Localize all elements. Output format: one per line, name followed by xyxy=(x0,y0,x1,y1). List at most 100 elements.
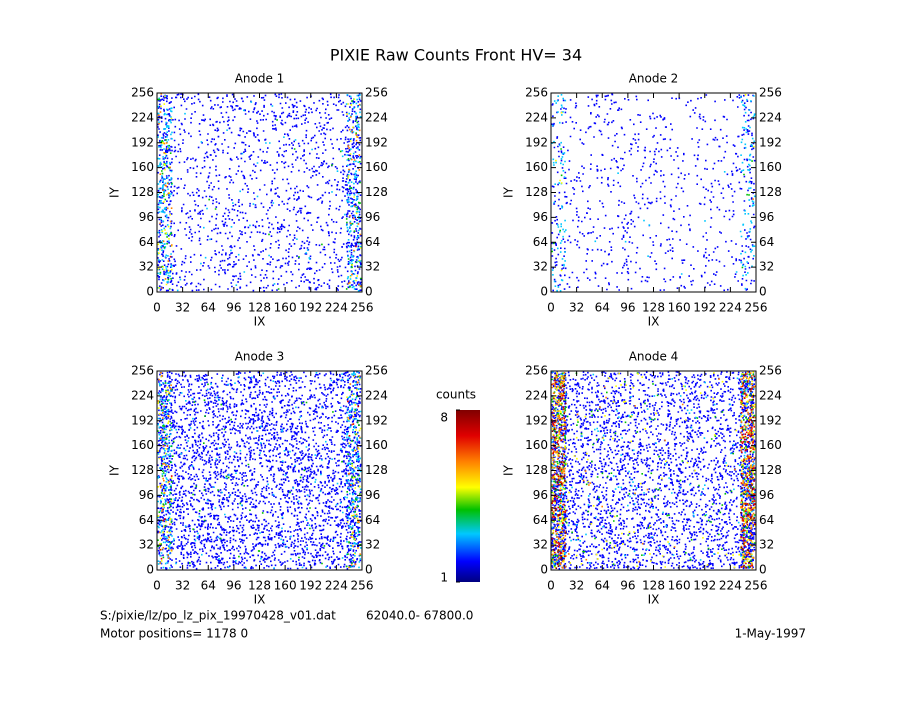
y2-tick-label: 96 xyxy=(759,488,774,502)
colorbar-tick-label: 1 xyxy=(440,571,448,585)
x-axis-label: IX xyxy=(648,593,660,607)
y-tick-label: 224 xyxy=(525,388,548,402)
pixel-texture xyxy=(157,93,362,292)
plot-frame xyxy=(550,92,757,293)
x-tick-label: 0 xyxy=(153,579,161,593)
y2-tick-label: 224 xyxy=(365,110,388,124)
y2-tick-label: 0 xyxy=(759,563,767,577)
y-tick-label: 128 xyxy=(525,463,548,477)
y-tick-label: 96 xyxy=(533,210,548,224)
pixel-texture xyxy=(158,93,362,289)
y2-tick-label: 96 xyxy=(759,210,774,224)
y-tick-label: 32 xyxy=(139,538,154,552)
pixel-texture xyxy=(157,95,362,289)
y-tick-label: 224 xyxy=(525,110,548,124)
x-tick-label: 96 xyxy=(226,579,241,593)
x-axis-label: IX xyxy=(648,315,660,329)
y-axis-label: IY xyxy=(108,186,122,198)
y-tick-label: 192 xyxy=(525,413,548,427)
y2-tick-label: 128 xyxy=(759,185,782,199)
pixel-texture xyxy=(555,94,755,272)
x-tick-label: 128 xyxy=(642,301,665,315)
y-tick-label: 160 xyxy=(131,160,154,174)
pixel-texture xyxy=(157,94,362,292)
y-tick-label: 256 xyxy=(131,86,154,100)
y2-tick-label: 160 xyxy=(365,160,388,174)
colorbar xyxy=(456,410,480,582)
y2-tick-label: 192 xyxy=(365,135,388,149)
pixel-texture xyxy=(752,198,754,200)
x-axis-label: IX xyxy=(254,315,266,329)
x-tick-label: 256 xyxy=(745,579,768,593)
y-tick-label: 160 xyxy=(525,160,548,174)
x-tick-label: 32 xyxy=(175,301,190,315)
footer-date: 1-May-1997 xyxy=(735,627,806,641)
y2-tick-label: 256 xyxy=(759,86,782,100)
x-tick-label: 224 xyxy=(325,579,348,593)
y2-tick-label: 32 xyxy=(365,260,380,274)
x-tick-label: 160 xyxy=(274,301,297,315)
x-tick-label: 224 xyxy=(325,301,348,315)
y2-tick-label: 224 xyxy=(365,388,388,402)
y2-tick-label: 192 xyxy=(365,413,388,427)
x-tick-label: 96 xyxy=(620,301,635,315)
y2-tick-label: 64 xyxy=(759,513,774,527)
x-tick-label: 0 xyxy=(547,579,555,593)
y-tick-label: 256 xyxy=(131,364,154,378)
colorbar-label: counts xyxy=(436,388,476,402)
y-tick-label: 256 xyxy=(525,86,548,100)
panel-title: Anode 3 xyxy=(235,350,285,364)
y-tick-label: 32 xyxy=(139,260,154,274)
y-tick-label: 96 xyxy=(139,488,154,502)
y2-tick-label: 0 xyxy=(759,285,767,299)
y-tick-label: 256 xyxy=(525,364,548,378)
figure-title: PIXIE Raw Counts Front HV= 34 xyxy=(330,46,582,65)
y-tick-label: 64 xyxy=(533,235,548,249)
y2-tick-label: 160 xyxy=(759,160,782,174)
x-tick-label: 128 xyxy=(248,301,271,315)
x-tick-label: 224 xyxy=(719,301,742,315)
y2-tick-label: 224 xyxy=(759,110,782,124)
y2-tick-label: 160 xyxy=(759,438,782,452)
y-tick-label: 0 xyxy=(540,285,548,299)
panel-title: Anode 1 xyxy=(235,72,285,86)
y2-tick-label: 256 xyxy=(365,364,388,378)
y-tick-label: 96 xyxy=(533,488,548,502)
y-tick-label: 128 xyxy=(131,185,154,199)
y-tick-label: 128 xyxy=(525,185,548,199)
panel-title: Anode 2 xyxy=(629,72,679,86)
x-tick-label: 64 xyxy=(595,301,610,315)
y-tick-label: 128 xyxy=(131,463,154,477)
y-tick-label: 32 xyxy=(533,260,548,274)
y2-tick-label: 32 xyxy=(759,260,774,274)
footer-range: 62040.0- 67800.0 xyxy=(366,609,473,623)
x-tick-label: 0 xyxy=(547,301,555,315)
x-tick-label: 256 xyxy=(745,301,768,315)
y2-tick-label: 256 xyxy=(365,86,388,100)
x-tick-label: 0 xyxy=(153,301,161,315)
y-tick-label: 0 xyxy=(146,285,154,299)
y-tick-label: 224 xyxy=(131,388,154,402)
y2-tick-label: 96 xyxy=(365,210,380,224)
y2-tick-label: 96 xyxy=(365,488,380,502)
pixel-texture xyxy=(551,94,756,292)
x-tick-label: 224 xyxy=(719,579,742,593)
x-tick-label: 32 xyxy=(569,301,584,315)
y2-tick-label: 0 xyxy=(365,563,373,577)
y2-tick-label: 64 xyxy=(365,235,380,249)
y-tick-label: 192 xyxy=(131,135,154,149)
y-tick-label: 0 xyxy=(146,563,154,577)
x-tick-label: 160 xyxy=(274,579,297,593)
x-axis-label: IX xyxy=(254,593,266,607)
x-tick-label: 256 xyxy=(351,579,374,593)
x-tick-label: 64 xyxy=(201,301,216,315)
y-tick-label: 160 xyxy=(525,438,548,452)
panel-title: Anode 4 xyxy=(629,350,679,364)
x-tick-label: 160 xyxy=(668,579,691,593)
y-tick-label: 0 xyxy=(540,563,548,577)
pixel-texture xyxy=(157,371,362,570)
x-tick-label: 96 xyxy=(620,579,635,593)
pixel-texture xyxy=(551,93,756,292)
y-tick-label: 192 xyxy=(525,135,548,149)
